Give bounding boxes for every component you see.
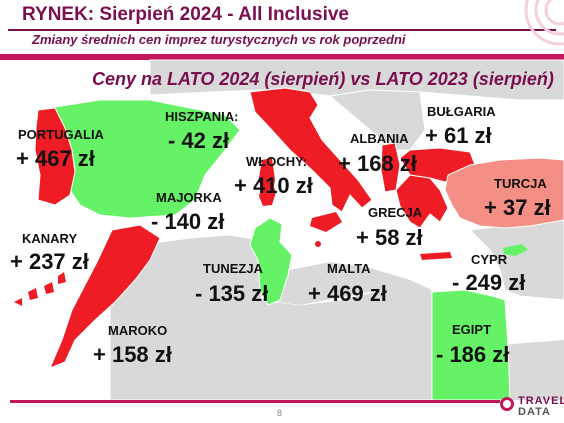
travel-data-logo: TRAVEL DATA: [500, 393, 564, 423]
header-rule: [8, 29, 556, 31]
footer-rule: [10, 400, 500, 403]
map-title: Ceny na LATO 2024 (sierpień) vs LATO 202…: [92, 69, 554, 89]
region-crete: [420, 252, 452, 260]
label-portugalia-name: PORTUGALIA: [18, 127, 104, 142]
land-balkans: [328, 89, 426, 151]
label-albania-change: + 168 zł: [338, 151, 417, 176]
label-majorka-change: - 140 zł: [151, 209, 225, 234]
region-canary-islands: [14, 272, 66, 306]
label-egipt-name: EGIPT: [452, 322, 492, 337]
page-title: RYNEK: Sierpień 2024 - All Inclusive: [22, 4, 349, 25]
region-sicily: [310, 212, 342, 232]
page-number: 8: [277, 408, 283, 418]
label-kanary-change: + 237 zł: [10, 249, 89, 274]
region-malta: [315, 241, 321, 247]
label-albania-name: ALBANIA: [350, 131, 409, 146]
logo-text-top: TRAVEL: [518, 395, 564, 407]
region-sardinia: [259, 158, 275, 205]
region-morocco: [49, 224, 161, 369]
corner-rings: [524, 0, 564, 46]
label-maroko-change: + 158 zł: [93, 342, 172, 367]
label-kanary-name: KANARY: [22, 231, 78, 246]
label-malta-change: + 469 zł: [308, 281, 387, 306]
label-grecja-change: + 58 zł: [356, 225, 423, 250]
label-cypr-name: CYPR: [471, 252, 508, 267]
label-bulgaria-name: BUŁGARIA: [427, 104, 496, 119]
label-hiszpania-change: - 42 zł: [168, 128, 230, 153]
region-cyprus: [503, 244, 528, 256]
label-cypr-change: - 249 zł: [452, 270, 526, 295]
label-malta-name: MALTA: [327, 261, 371, 276]
region-italy: [249, 87, 373, 213]
label-tunezja-name: TUNEZJA: [203, 261, 263, 276]
label-grecja-name: GRECJA: [368, 205, 423, 220]
label-egipt-change: - 186 zł: [436, 342, 510, 367]
label-maroko-name: MAROKO: [108, 323, 168, 338]
land-libya-coast: [262, 262, 432, 305]
logo-text-bottom: DATA: [518, 406, 551, 418]
region-tunisia: [249, 217, 293, 306]
label-tunezja-change: - 135 zł: [195, 281, 269, 306]
label-turcja-change: + 37 zł: [484, 195, 551, 220]
logo-mark-icon: [500, 397, 514, 411]
page-subtitle: Zmiany średnich cen imprez turystycznych…: [32, 32, 406, 47]
region-turkey: [444, 157, 564, 229]
region-portugal: [34, 107, 76, 206]
label-wlochy-change: + 410 zł: [234, 173, 313, 198]
label-majorka-name: MAJORKA: [156, 190, 222, 205]
label-bulgaria-change: + 61 zł: [425, 123, 492, 148]
label-wlochy-name: WŁOCHY:: [246, 154, 308, 169]
label-portugalia-change: + 467 zł: [16, 146, 95, 171]
label-hiszpania-name: HISZPANIA:: [165, 109, 239, 124]
label-turcja-name: TURCJA: [494, 176, 547, 191]
map-top-band: [0, 54, 564, 60]
